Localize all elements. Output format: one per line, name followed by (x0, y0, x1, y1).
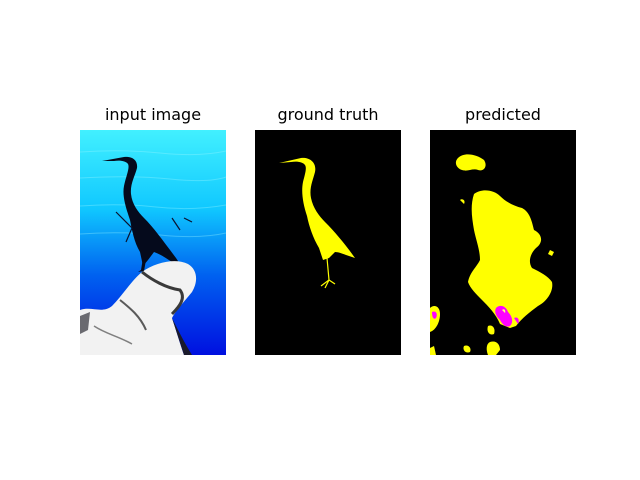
heron-legs (320, 257, 336, 289)
predicted-mask (430, 130, 576, 355)
heron-silhouette (102, 156, 180, 272)
panel-title-predicted: predicted (465, 105, 541, 124)
ground-truth-mask (255, 130, 401, 355)
water-ripples (80, 150, 226, 238)
rock (80, 261, 197, 355)
twig (115, 211, 193, 243)
panel-title-ground-truth: ground truth (277, 105, 379, 124)
prediction-error (432, 305, 519, 327)
panel-title-input-image: input image (104, 105, 202, 124)
heron-mask (279, 157, 355, 260)
input-image (80, 130, 226, 355)
prediction-overlap (502, 309, 506, 313)
